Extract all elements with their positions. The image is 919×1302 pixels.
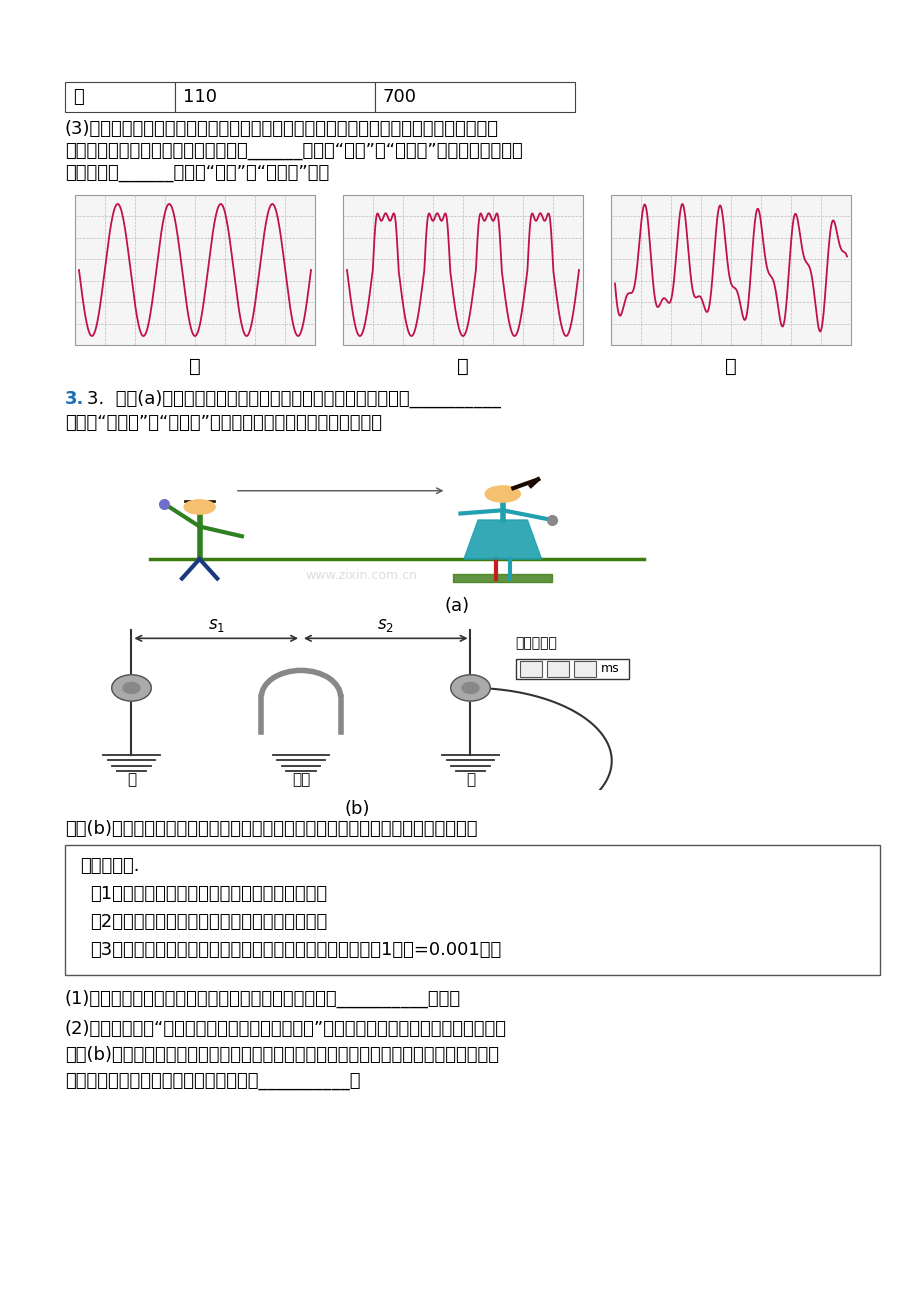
Text: (3)音叉、钉琴与长笛发出的声音信号输入同一设置的示波器，示波器展现的波形如图甲、: (3)音叉、钉琴与长笛发出的声音信号输入同一设置的示波器，示波器展现的波形如图甲…	[65, 120, 498, 138]
Bar	[65, 82, 175, 112]
Text: (2)一同学想验证“声速随传声介质温度升高而增大”这一结论是否正确，于是他把铜铃固定: (2)一同学想验证“声速随传声介质温度升高而增大”这一结论是否正确，于是他把铜铃…	[65, 1019, 506, 1038]
Text: 乙: 乙	[73, 89, 84, 105]
Circle shape	[484, 486, 520, 503]
Text: 甲: 甲	[189, 357, 200, 376]
Text: 700: 700	[382, 89, 416, 105]
Bar	[546, 661, 569, 677]
Text: 铜铃: 铜铃	[291, 772, 310, 788]
Text: www.zixin.com.cn: www.zixin.com.cn	[305, 569, 417, 582]
Text: 乙: 乙	[457, 357, 469, 376]
Text: 乙、丙所示。甲和乙两个波形图的音调______（选填“相同”或“不相同”），甲和丙两个波: 乙、丙所示。甲和乙两个波形图的音调______（选填“相同”或“不相同”），甲和…	[65, 142, 522, 160]
Text: ms: ms	[600, 663, 618, 676]
Bar	[343, 195, 583, 345]
Text: $s_1$: $s_1$	[208, 616, 224, 634]
Bar	[519, 661, 541, 677]
Bar	[610, 195, 850, 345]
Text: (b): (b)	[345, 799, 369, 818]
Text: (1)若把铜铃放在甲、乙的中点，则液晶显示屏的示数为__________毫秒。: (1)若把铜铃放在甲、乙的中点，则液晶显示屏的示数为__________毫秒。	[65, 990, 460, 1008]
Text: 3.: 3.	[65, 391, 85, 408]
Text: (a): (a)	[445, 598, 470, 615]
Bar	[516, 659, 628, 680]
Text: 形图的音色______（选填“相同”或“不相同”）。: 形图的音色______（选填“相同”或“不相同”）。	[65, 164, 329, 182]
Bar	[175, 82, 375, 112]
Text: （1）实验装置如图所示，甲、乙是声信号采集器: （1）实验装置如图所示，甲、乙是声信号采集器	[90, 885, 327, 904]
Ellipse shape	[123, 682, 140, 694]
Bar	[65, 845, 879, 975]
Text: 该结论是正确的，则液晶显示屏的数値会__________。: 该结论是正确的，则液晶显示屏的数値会__________。	[65, 1072, 360, 1090]
Text: 乙: 乙	[465, 772, 474, 788]
Circle shape	[184, 500, 215, 514]
Ellipse shape	[461, 682, 479, 694]
Text: （2）复位后用棒锤敲打铜铃，声音被甲、乙接受: （2）复位后用棒锤敲打铜铃，声音被甲、乙接受	[90, 913, 327, 931]
Text: 110: 110	[183, 89, 217, 105]
Text: 使用说明书.: 使用说明书.	[80, 857, 140, 875]
Bar	[573, 661, 596, 677]
Bar	[375, 82, 574, 112]
Text: 在图(b)所示位置（与甲乙在一条直线上），打开实验室空调提高室内温度后敲打铜铃。若: 在图(b)所示位置（与甲乙在一条直线上），打开实验室空调提高室内温度后敲打铜铃。…	[65, 1046, 498, 1064]
Polygon shape	[463, 519, 541, 559]
Text: （3）液晶屏显示甲、乙接受到信号的时间差，单位为毫秒（1毫秒=0.001秒）: （3）液晶屏显示甲、乙接受到信号的时间差，单位为毫秒（1毫秒=0.001秒）	[90, 941, 501, 960]
Text: 丙: 丙	[724, 357, 736, 376]
Text: $s_2$: $s_2$	[377, 616, 393, 634]
Text: 甲: 甲	[127, 772, 136, 788]
Bar	[75, 195, 314, 345]
Ellipse shape	[450, 674, 490, 700]
Ellipse shape	[111, 674, 151, 700]
Text: 液晶显示屏: 液晶显示屏	[516, 635, 557, 650]
Text: （选填“听枪声”或“看枪烟”）开始计时，听到声音时结束计时。: （选填“听枪声”或“看枪烟”）开始计时，听到声音时结束计时。	[65, 414, 381, 432]
Text: 如图(b)所示，是一种声速测量仪的实验装置图，使用说明书如下，阅读并回答问题。: 如图(b)所示，是一种声速测量仪的实验装置图，使用说明书如下，阅读并回答问题。	[65, 820, 477, 838]
Text: 3.  如图(a)所示，小明和小华同学合作测量声速。实验中小华应__________: 3. 如图(a)所示，小明和小华同学合作测量声速。实验中小华应_________…	[87, 391, 500, 409]
